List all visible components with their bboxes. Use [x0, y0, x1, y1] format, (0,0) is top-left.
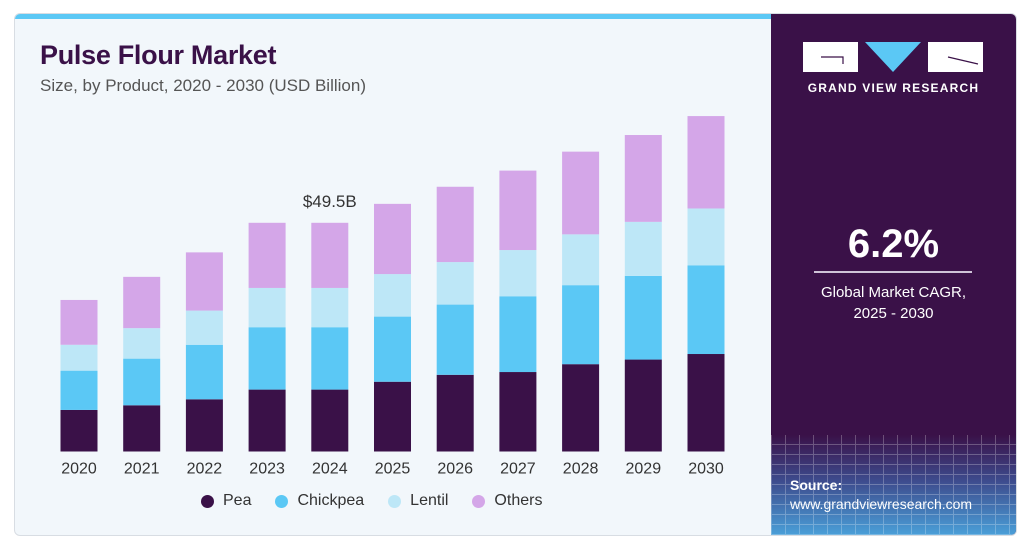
- legend-label: Lentil: [410, 492, 449, 509]
- bar-segment-others-2023: [248, 222, 286, 288]
- x-tick-label: 2020: [61, 461, 97, 478]
- bar-segment-others-2030: [687, 116, 725, 209]
- bar-segment-chickpea-2022: [185, 344, 223, 400]
- bar-segment-lentil-2026: [436, 262, 474, 305]
- stacked-bar-chart: 2020 2021 2022 2023 2024 $49.5B 2025 2026 2027 20…: [60, 116, 725, 478]
- bar-segment-others-2025: [374, 203, 411, 275]
- bar-segment-lentil-2027: [499, 250, 537, 297]
- x-tick-label: 2025: [375, 461, 411, 478]
- bar-segment-pea-2026: [436, 374, 474, 452]
- legend-item-lentil: Lentil: [388, 492, 448, 510]
- info-panel: GRAND VIEW RESEARCH 6.2% Global Market C…: [771, 14, 1016, 535]
- bar-segment-others-2021: [123, 276, 161, 329]
- bar-segment-pea-2029: [624, 359, 662, 452]
- bar-segment-chickpea-2020: [60, 370, 98, 410]
- legend: Pea Chickpea Lentil Others: [201, 492, 566, 510]
- bar-segment-others-2026: [436, 186, 474, 263]
- legend-label: Pea: [223, 492, 252, 509]
- bar-segment-others-2028: [562, 151, 600, 235]
- bar-segment-lentil-2024: [311, 287, 349, 328]
- source-label: Source:: [790, 477, 843, 493]
- brand-name: GRAND VIEW RESEARCH: [807, 81, 980, 95]
- bar-segment-pea-2027: [499, 372, 537, 452]
- bar-segment-chickpea-2027: [499, 296, 537, 373]
- source: Source: www.grandviewresearch.com: [790, 476, 972, 514]
- bar-segment-chickpea-2026: [436, 304, 474, 375]
- x-tick-label: 2022: [187, 461, 223, 478]
- cagr-label: Global Market CAGR, 2025 - 2030: [771, 282, 1016, 324]
- bar-segment-lentil-2021: [123, 328, 161, 359]
- grid-lines-decoration: [771, 435, 1016, 535]
- chart-subtitle: Size, by Product, 2020 - 2030 (USD Billi…: [40, 76, 366, 95]
- bar-segment-chickpea-2030: [687, 265, 725, 355]
- bar-segment-pea-2030: [687, 354, 725, 452]
- x-tick-label: 2027: [500, 461, 536, 478]
- bar-segment-chickpea-2023: [248, 327, 286, 390]
- bar-segment-chickpea-2029: [624, 275, 662, 360]
- legend-swatch: [275, 494, 289, 508]
- bar-segment-lentil-2029: [624, 221, 662, 276]
- divider: [814, 271, 972, 273]
- bar-segment-pea-2020: [60, 409, 98, 452]
- bar-segment-pea-2028: [562, 364, 600, 452]
- bar-segment-pea-2023: [248, 389, 286, 452]
- x-tick-label: 2024: [312, 461, 348, 478]
- x-tick-label: 2028: [563, 461, 599, 478]
- bar-segment-others-2020: [60, 299, 98, 345]
- bar-segment-lentil-2023: [248, 287, 286, 328]
- legend-label: Chickpea: [297, 492, 365, 509]
- legend-swatch: [388, 494, 402, 508]
- bar-segment-pea-2024: [311, 389, 349, 452]
- bar-segment-pea-2022: [185, 399, 223, 452]
- infographic-card: Pulse Flour Market Size, by Product, 202…: [14, 13, 1017, 536]
- accent-bar: [15, 14, 771, 19]
- bar-segment-lentil-2030: [687, 208, 725, 266]
- legend-label: Others: [494, 492, 543, 509]
- bar-segment-lentil-2022: [185, 310, 223, 345]
- legend-item-pea: Pea: [201, 492, 251, 510]
- x-tick-label: 2030: [688, 461, 724, 478]
- legend-item-others: Others: [472, 492, 542, 510]
- bar-segment-lentil-2020: [60, 344, 98, 371]
- bar-segment-chickpea-2021: [123, 358, 161, 406]
- bar-segment-others-2024: [311, 222, 349, 288]
- bar-segment-chickpea-2028: [562, 285, 600, 365]
- page-title: Pulse Flour Market: [40, 40, 277, 70]
- x-tick-label: 2029: [626, 461, 662, 478]
- grid-decoration: [771, 435, 1016, 535]
- bar-segment-others-2022: [185, 252, 223, 311]
- grand-view-research-logo-icon: [803, 42, 983, 72]
- bar-segment-others-2027: [499, 170, 537, 251]
- x-tick-label: 2026: [437, 461, 473, 478]
- bar-segment-pea-2021: [123, 405, 161, 452]
- data-label: $49.5B: [303, 192, 357, 211]
- x-tick-label: 2023: [249, 461, 285, 478]
- source-url: www.grandviewresearch.com: [790, 496, 973, 512]
- x-tick-label: 2021: [124, 461, 160, 478]
- legend-swatch: [472, 494, 486, 508]
- cagr-value: 6.2%: [847, 222, 940, 266]
- bar-segment-lentil-2028: [562, 234, 600, 286]
- bar-segment-others-2029: [624, 135, 662, 222]
- bar-segment-chickpea-2024: [311, 327, 349, 390]
- legend-swatch: [201, 494, 214, 508]
- cagr-label-line1: Global Market CAGR,: [820, 284, 967, 301]
- bar-segment-pea-2025: [374, 381, 411, 452]
- bar-segment-lentil-2025: [374, 274, 411, 317]
- cagr-label-line2: 2025 - 2030: [853, 305, 934, 322]
- bar-segment-chickpea-2025: [374, 316, 411, 382]
- legend-item-chickpea: Chickpea: [275, 492, 364, 510]
